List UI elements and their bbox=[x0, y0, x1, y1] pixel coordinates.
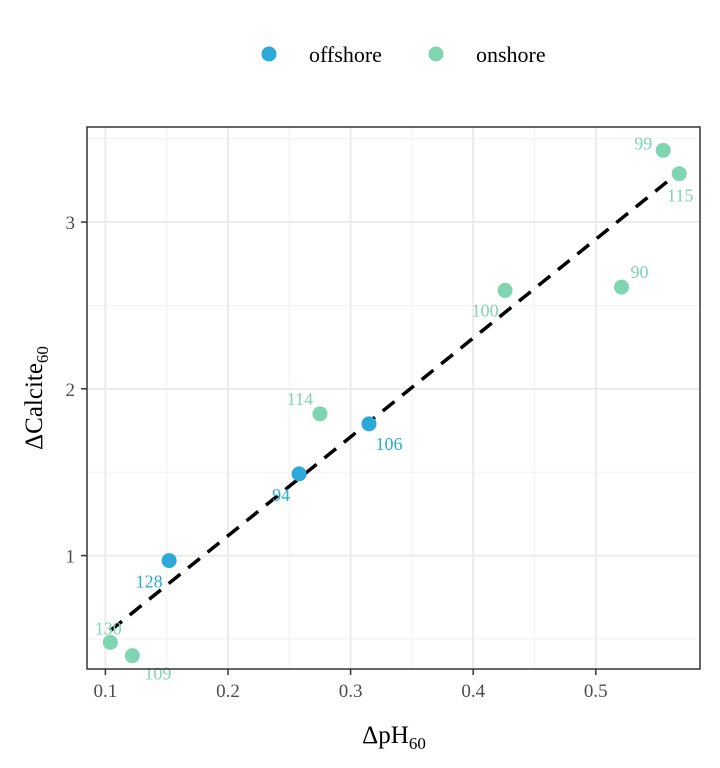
legend-label-onshore: onshore bbox=[476, 42, 546, 67]
data-point-onshore bbox=[102, 634, 118, 650]
data-label: 90 bbox=[631, 262, 649, 282]
legend-label-offshore: offshore bbox=[309, 42, 382, 67]
data-point-onshore bbox=[312, 406, 328, 422]
x-tick-label: 0.2 bbox=[216, 681, 240, 702]
data-label: 94 bbox=[272, 485, 290, 505]
data-label: 114 bbox=[287, 389, 313, 409]
legend-key-offshore bbox=[261, 46, 277, 62]
data-label: 109 bbox=[144, 664, 171, 684]
y-tick-label: 1 bbox=[66, 547, 76, 568]
data-label: 115 bbox=[667, 186, 693, 206]
data-point-offshore bbox=[361, 416, 377, 432]
trend-line bbox=[109, 170, 681, 633]
data-label: 100 bbox=[472, 300, 499, 320]
data-label: 106 bbox=[375, 434, 402, 454]
plot-panel: 128 94 106 130 109 114 100 90 99 115 bbox=[86, 126, 701, 684]
data-point-onshore bbox=[124, 648, 140, 664]
data-label: 128 bbox=[136, 572, 163, 592]
data-point-onshore bbox=[655, 142, 671, 158]
x-tick-label: 0.3 bbox=[339, 681, 363, 702]
plot-border bbox=[86, 126, 701, 670]
x-axis-title: ΔpH60 bbox=[362, 722, 426, 753]
axis-ticks: 0.1 0.2 0.3 0.4 0.5 1 2 3 bbox=[66, 213, 608, 702]
legend-key-onshore bbox=[428, 46, 444, 62]
data-point-offshore bbox=[291, 466, 307, 482]
y-tick-label: 3 bbox=[66, 213, 76, 234]
legend: offshore onshore bbox=[261, 42, 546, 67]
data-point-onshore bbox=[614, 279, 630, 295]
x-tick-label: 0.4 bbox=[461, 681, 485, 702]
y-axis-title: ΔCalcite60 bbox=[21, 346, 52, 450]
data-point-onshore bbox=[497, 282, 513, 298]
x-axis-title-subscript: 60 bbox=[409, 734, 426, 753]
x-axis-title-main: ΔpH bbox=[362, 722, 409, 749]
data-label: 130 bbox=[95, 618, 122, 638]
x-tick-label: 0.5 bbox=[584, 681, 608, 702]
data-point-onshore bbox=[671, 166, 687, 182]
x-tick-label: 0.1 bbox=[94, 681, 118, 702]
data-point-offshore bbox=[161, 553, 177, 569]
y-axis-title-main: ΔCalcite bbox=[21, 363, 48, 450]
plot-background bbox=[87, 127, 700, 669]
y-axis-title-subscript: 60 bbox=[33, 346, 52, 363]
data-label: 99 bbox=[634, 133, 652, 153]
y-tick-label: 2 bbox=[66, 380, 76, 401]
